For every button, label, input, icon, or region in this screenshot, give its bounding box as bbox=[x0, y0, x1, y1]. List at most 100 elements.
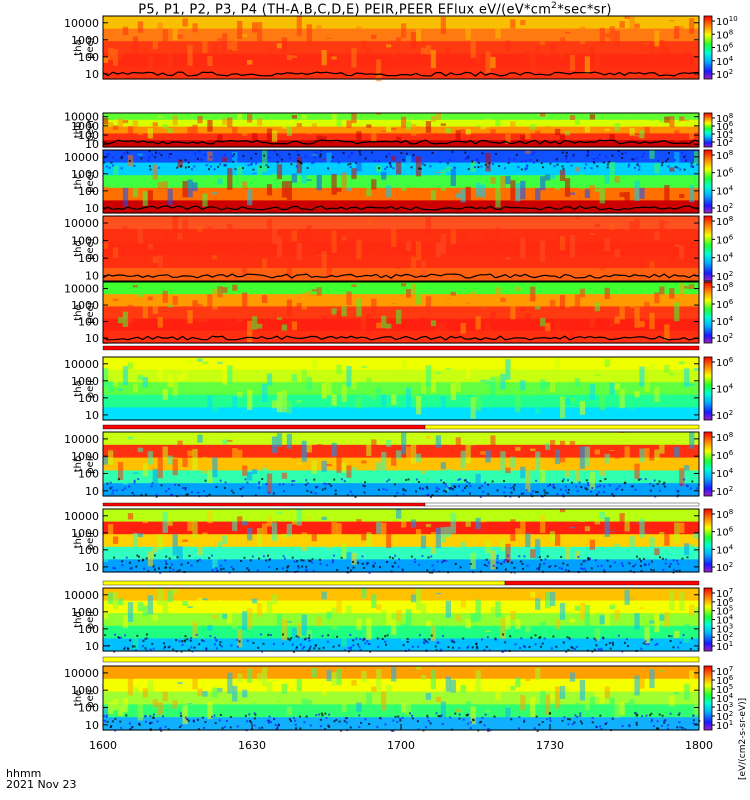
panel-label: thepeir bbox=[73, 687, 96, 707]
panel-label: thepeer bbox=[73, 300, 96, 324]
colorbar-tick-label: 102 bbox=[716, 332, 733, 345]
y-tick-label: 10000 bbox=[64, 217, 99, 230]
y-tick-label: 1000 bbox=[71, 235, 99, 248]
colorbar bbox=[703, 665, 713, 731]
colorbar-tick-label: 104 bbox=[716, 315, 734, 328]
y-tick-label: 100 bbox=[78, 623, 99, 636]
spectrogram-thc-peir bbox=[103, 509, 700, 574]
colorbar bbox=[703, 508, 713, 573]
y-tick-label: 1000 bbox=[71, 34, 99, 47]
colorbar-tick-label: 108 bbox=[716, 215, 733, 228]
y-tick-label: 100 bbox=[78, 701, 99, 714]
quality-flag-bar bbox=[102, 345, 700, 351]
spectrogram-tha-peer bbox=[102, 16, 700, 82]
colorbar-tick-label: 101 bbox=[716, 719, 733, 732]
colorbar-tick-label: 106 bbox=[716, 42, 734, 55]
x-axis-name: hhmm bbox=[6, 767, 42, 780]
y-tick-label: 1000 bbox=[71, 527, 99, 540]
colorbar bbox=[703, 281, 713, 344]
colorbar-tick-label: 106 bbox=[716, 449, 734, 462]
panel-label: thcpeir bbox=[73, 530, 96, 550]
colorbar-tick-label: 104 bbox=[716, 184, 734, 197]
colorbar-tick-label: 107 bbox=[716, 587, 733, 600]
colorbar-tick-label: 104 bbox=[716, 55, 734, 68]
panel-the-peir: 10000 1000 100 10 thepeir 1071061051041031021… bbox=[64, 665, 734, 732]
colorbar-tick-label: 108 bbox=[716, 112, 733, 125]
spectrogram-tha-peir bbox=[103, 357, 700, 421]
y-tick-label: 10 bbox=[85, 138, 99, 151]
colorbar-tick-label: 106 bbox=[716, 120, 734, 133]
panel-the-peer: 10000 1000 100 10 thepeer 108 106 104 102 bbox=[64, 281, 734, 345]
x-tick-label: 1730 bbox=[536, 739, 564, 752]
y-tick-label: 10 bbox=[85, 640, 99, 653]
colorbar-tick-label: 102 bbox=[716, 631, 733, 644]
colorbar-tick-label: 108 bbox=[716, 431, 733, 444]
y-tick-label: 10 bbox=[85, 409, 99, 422]
panel-thb-peir: 10000 1000 100 10 thbpeir 108 106 104 102 bbox=[64, 431, 734, 498]
quality-flag-bar bbox=[102, 656, 700, 663]
spectrogram-thb-peer bbox=[102, 113, 700, 148]
colorbar-tick-label: 104 bbox=[716, 467, 734, 480]
colorbar-tick-label: 104 bbox=[716, 252, 734, 265]
spectrogram-thb-peir bbox=[103, 432, 700, 498]
date-label: 2021 Nov 23 bbox=[6, 778, 77, 791]
y-tick-label: 100 bbox=[78, 316, 99, 329]
spectrogram-thd-peir bbox=[103, 588, 700, 653]
panel-label: thbpeir bbox=[73, 453, 96, 473]
colorbar bbox=[703, 431, 713, 497]
y-tick-label: 1000 bbox=[71, 299, 99, 312]
colorbar-tick-label: 106 bbox=[716, 298, 734, 311]
y-tick-label: 100 bbox=[78, 544, 99, 557]
chart-title: P5, P1, P2, P3, P4 (TH-A,B,C,D,E) PEIR,P… bbox=[138, 1, 612, 18]
y-tick-label: 10 bbox=[85, 561, 99, 574]
panel-label: thapeir bbox=[73, 378, 96, 398]
y-tick-label: 1000 bbox=[71, 606, 99, 619]
y-tick-label: 10000 bbox=[64, 111, 99, 124]
y-tick-label: 1000 bbox=[71, 120, 99, 133]
y-tick-label: 10000 bbox=[64, 589, 99, 602]
y-tick-label: 10 bbox=[85, 719, 99, 732]
panel-tha-peir: 10000 1000 100 10 thapeir 106 104 102 bbox=[64, 356, 734, 422]
colorbar-tick-label: 106 bbox=[716, 356, 734, 369]
colorbar bbox=[703, 149, 713, 214]
spectrogram-thc-peer bbox=[102, 150, 700, 214]
colorbar-tick-label: 106 bbox=[716, 167, 734, 180]
y-tick-label: 100 bbox=[78, 252, 99, 265]
colorbar bbox=[703, 587, 713, 652]
quality-flag-bar bbox=[102, 424, 426, 430]
colorbar-tick-label: 103 bbox=[716, 622, 733, 635]
y-tick-label: 10 bbox=[85, 202, 99, 215]
y-tick-label: 1000 bbox=[71, 450, 99, 463]
colorbar-tick-label: 104 bbox=[716, 692, 734, 705]
colorbar-tick-label: 104 bbox=[716, 543, 734, 556]
panel-thd-peer: 10000 1000 100 10 thdpeer 108 106 104 102 bbox=[64, 215, 734, 283]
colorbar-tick-label: 102 bbox=[716, 136, 733, 149]
colorbar-unit-label: [eV/(cm2-s-sr-eV)] bbox=[738, 698, 748, 780]
y-tick-label: 100 bbox=[78, 51, 99, 64]
y-tick-label: 10000 bbox=[64, 358, 99, 371]
colorbar-tick-label: 105 bbox=[716, 683, 733, 696]
y-tick-label: 10000 bbox=[64, 283, 99, 296]
quality-flag-bar bbox=[424, 502, 700, 507]
colorbar bbox=[703, 356, 713, 421]
colorbar-tick-label: 104 bbox=[716, 614, 734, 627]
y-tick-label: 1000 bbox=[71, 684, 99, 697]
colorbar-tick-label: 107 bbox=[716, 665, 733, 678]
colorbar-tick-label: 108 bbox=[716, 28, 733, 41]
colorbar-tick-label: 105 bbox=[716, 605, 733, 618]
x-tick-label: 1700 bbox=[387, 739, 415, 752]
y-tick-label: 10 bbox=[85, 270, 99, 283]
panel-thc-peir: 10000 1000 100 10 thcpeir 108 106 104 102 bbox=[64, 508, 734, 574]
x-tick-label: 1800 bbox=[685, 739, 713, 752]
colorbar-tick-label: 108 bbox=[716, 508, 733, 521]
y-tick-label: 10000 bbox=[64, 433, 99, 446]
spectrogram-thd-peer bbox=[102, 216, 700, 282]
y-tick-label: 100 bbox=[78, 392, 99, 405]
colorbar-tick-label: 108 bbox=[716, 149, 733, 162]
quality-flag-bar bbox=[102, 580, 506, 586]
colorbar-tick-label: 102 bbox=[716, 561, 733, 574]
colorbar-tick-label: 102 bbox=[716, 409, 733, 422]
colorbar-tick-label: 106 bbox=[716, 674, 734, 687]
